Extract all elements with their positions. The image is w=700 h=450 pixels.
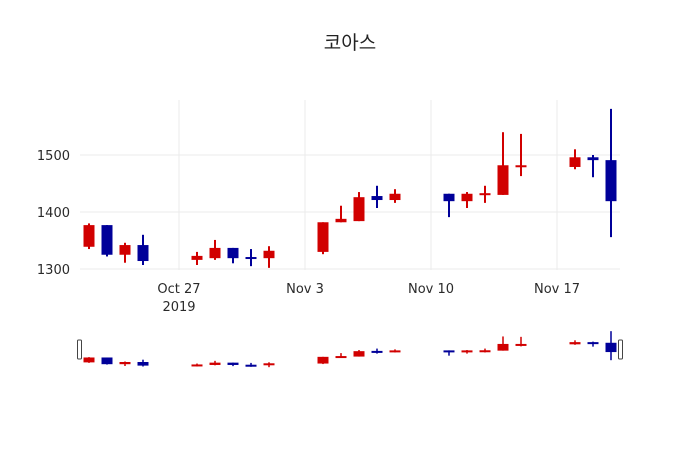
range-slider-left-handle[interactable] — [77, 339, 82, 360]
candle[interactable] — [569, 149, 581, 170]
slider-candle — [587, 341, 599, 347]
candle-body — [335, 218, 347, 223]
candle[interactable] — [353, 192, 365, 222]
candle[interactable] — [227, 247, 239, 264]
slider-candle — [245, 362, 257, 367]
chart-title: 코아스 — [323, 32, 377, 54]
slider-candle — [569, 340, 581, 345]
candle[interactable] — [137, 234, 149, 266]
candle-body — [137, 245, 149, 262]
candle-body — [479, 193, 491, 196]
slider-candle — [263, 362, 275, 368]
candle-body — [605, 160, 617, 202]
range-slider[interactable] — [77, 331, 623, 368]
candle[interactable] — [389, 189, 401, 203]
slider-candle — [371, 348, 383, 354]
candle-body — [371, 196, 383, 201]
candle[interactable] — [479, 185, 491, 203]
candle-body — [101, 225, 113, 255]
candle-body — [569, 157, 581, 167]
candle-body — [587, 157, 599, 161]
slider-candle — [101, 357, 113, 365]
candle[interactable] — [461, 192, 473, 209]
candle[interactable] — [209, 239, 221, 260]
grid-lines — [80, 100, 620, 270]
slider-candle — [137, 359, 149, 367]
candle-body — [443, 193, 455, 202]
range-slider-right-handle[interactable] — [618, 339, 623, 360]
candle[interactable] — [191, 251, 203, 266]
candle-body — [353, 197, 365, 222]
candle-body — [83, 225, 95, 247]
candle-body — [119, 245, 131, 255]
x-tick-label: Nov 3 — [286, 282, 324, 297]
candle-body — [515, 165, 527, 168]
y-tick-label: 1500 — [37, 149, 70, 164]
candle-body — [461, 193, 473, 202]
slider-candle — [515, 336, 527, 347]
slider-candle — [461, 350, 473, 354]
slider-candle — [605, 331, 617, 361]
candle-body — [227, 247, 239, 259]
slider-candle — [119, 361, 131, 366]
candle[interactable] — [605, 108, 617, 238]
slider-candle — [227, 362, 239, 367]
candle[interactable] — [497, 132, 509, 195]
slider-candle — [353, 350, 365, 357]
x-tick-label: Oct 27 — [157, 282, 200, 297]
candle-body — [497, 165, 509, 195]
slider-candle — [191, 363, 203, 367]
candle-body — [317, 222, 329, 252]
slider-candle — [209, 360, 221, 366]
candle-body — [209, 247, 221, 259]
y-tick-label: 1300 — [37, 263, 70, 278]
candle[interactable] — [515, 133, 527, 177]
x-tick-label: Nov 10 — [408, 282, 454, 297]
candle-body — [191, 255, 203, 260]
candle[interactable] — [335, 205, 347, 223]
slider-candle — [443, 350, 455, 356]
x-year-label: 2019 — [162, 300, 195, 315]
candle[interactable] — [245, 249, 257, 267]
slider-candle — [389, 349, 401, 353]
candle[interactable] — [263, 246, 275, 268]
candle-body — [245, 257, 257, 260]
candle-body — [263, 250, 275, 259]
slider-candle — [83, 357, 95, 363]
x-tick-label: Nov 17 — [534, 282, 580, 297]
candles[interactable] — [83, 108, 617, 268]
candle[interactable] — [101, 225, 113, 257]
x-axis: Oct 27 2019 Nov 3 Nov 10 Nov 17 — [157, 282, 580, 315]
candle[interactable] — [119, 242, 131, 263]
candle-body — [389, 193, 401, 201]
slider-candle — [335, 353, 347, 359]
slider-candle — [497, 336, 509, 351]
slider-candle — [479, 348, 491, 353]
y-tick-label: 1400 — [37, 206, 70, 221]
slider-candle — [317, 356, 329, 365]
candle[interactable] — [443, 193, 455, 218]
candle[interactable] — [83, 223, 95, 250]
candle[interactable] — [317, 222, 329, 255]
candle[interactable] — [371, 185, 383, 209]
candle[interactable] — [587, 155, 599, 178]
y-axis: 1300 1400 1500 — [37, 149, 70, 278]
